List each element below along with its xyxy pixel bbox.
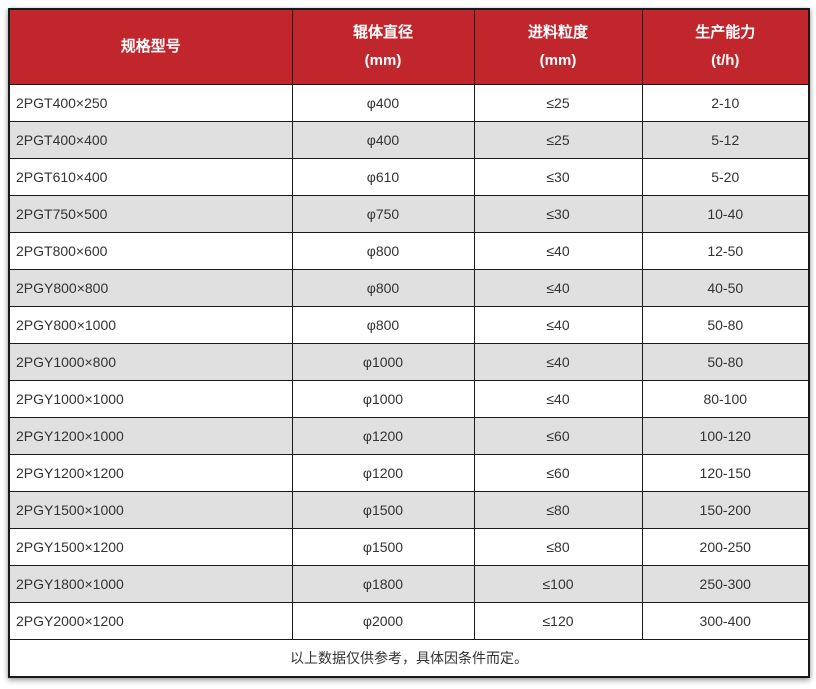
cell-roller-diameter: φ1800 bbox=[291, 565, 475, 603]
cell-roller-diameter: φ750 bbox=[291, 195, 475, 233]
cell-feed-size: ≤40 bbox=[473, 269, 643, 307]
table-row: 2PGT800×600 φ800 ≤40 12-50 bbox=[8, 232, 810, 270]
table-row: 2PGY800×800 φ800 ≤40 40-50 bbox=[8, 269, 810, 307]
table-row: 2PGY1200×1000 φ1200 ≤60 100-120 bbox=[8, 417, 810, 455]
table-row: 2PGY1200×1200 φ1200 ≤60 120-150 bbox=[8, 454, 810, 492]
spec-table: 规格型号 辊体直径 (mm) 进料粒度 (mm) 生产能力 (t/h) 2PGT… bbox=[8, 8, 810, 678]
cell-roller-diameter: φ400 bbox=[291, 84, 475, 122]
header-row: 规格型号 辊体直径 (mm) 进料粒度 (mm) 生产能力 (t/h) bbox=[8, 8, 810, 85]
table-row: 2PGY1500×1000 φ1500 ≤80 150-200 bbox=[8, 491, 810, 529]
cell-capacity: 120-150 bbox=[641, 454, 810, 492]
cell-capacity: 100-120 bbox=[641, 417, 810, 455]
cell-capacity: 40-50 bbox=[641, 269, 810, 307]
cell-feed-size: ≤80 bbox=[473, 491, 643, 529]
cell-model: 2PGY1000×800 bbox=[8, 343, 293, 381]
table-row: 2PGY1800×1000 φ1800 ≤100 250-300 bbox=[8, 565, 810, 603]
cell-model: 2PGY1800×1000 bbox=[8, 565, 293, 603]
cell-capacity: 80-100 bbox=[641, 380, 810, 418]
table-row: 2PGY1000×1000 φ1000 ≤40 80-100 bbox=[8, 380, 810, 418]
cell-capacity: 150-200 bbox=[641, 491, 810, 529]
cell-feed-size: ≤40 bbox=[473, 343, 643, 381]
cell-feed-size: ≤60 bbox=[473, 454, 643, 492]
cell-roller-diameter: φ800 bbox=[291, 232, 475, 270]
cell-feed-size: ≤40 bbox=[473, 232, 643, 270]
cell-model: 2PGY800×800 bbox=[8, 269, 293, 307]
col-header-model: 规格型号 bbox=[8, 8, 293, 85]
header-title: 规格型号 bbox=[120, 38, 181, 56]
cell-model: 2PGT750×500 bbox=[8, 195, 293, 233]
cell-feed-size: ≤30 bbox=[473, 195, 643, 233]
table-row: 2PGT400×250 φ400 ≤25 2-10 bbox=[8, 84, 810, 122]
cell-capacity: 5-12 bbox=[641, 121, 810, 159]
col-header-capacity: 生产能力 (t/h) bbox=[641, 8, 810, 85]
col-header-roller-diameter: 辊体直径 (mm) bbox=[291, 8, 475, 85]
header-title: 进料粒度 bbox=[527, 24, 588, 42]
table-row: 2PGY1000×800 φ1000 ≤40 50-80 bbox=[8, 343, 810, 381]
cell-roller-diameter: φ800 bbox=[291, 269, 475, 307]
col-header-feed-size: 进料粒度 (mm) bbox=[473, 8, 643, 85]
cell-roller-diameter: φ400 bbox=[291, 121, 475, 159]
header-unit: (t/h) bbox=[711, 52, 740, 69]
cell-feed-size: ≤25 bbox=[473, 121, 643, 159]
cell-roller-diameter: φ1000 bbox=[291, 343, 475, 381]
cell-model: 2PGT800×600 bbox=[8, 232, 293, 270]
cell-feed-size: ≤60 bbox=[473, 417, 643, 455]
table-row: 2PGT750×500 φ750 ≤30 10-40 bbox=[8, 195, 810, 233]
cell-feed-size: ≤120 bbox=[473, 602, 643, 640]
cell-capacity: 10-40 bbox=[641, 195, 810, 233]
cell-feed-size: ≤25 bbox=[473, 84, 643, 122]
cell-roller-diameter: φ800 bbox=[291, 306, 475, 344]
cell-model: 2PGY1000×1000 bbox=[8, 380, 293, 418]
footer-note: 以上数据仅供参考，具体因条件而定。 bbox=[8, 639, 810, 678]
cell-feed-size: ≤30 bbox=[473, 158, 643, 196]
cell-capacity: 2-10 bbox=[641, 84, 810, 122]
cell-model: 2PGY1200×1000 bbox=[8, 417, 293, 455]
cell-capacity: 300-400 bbox=[641, 602, 810, 640]
cell-model: 2PGT400×400 bbox=[8, 121, 293, 159]
table-row: 2PGY800×1000 φ800 ≤40 50-80 bbox=[8, 306, 810, 344]
cell-feed-size: ≤80 bbox=[473, 528, 643, 566]
cell-capacity: 12-50 bbox=[641, 232, 810, 270]
table-body: 2PGT400×250 φ400 ≤25 2-10 2PGT400×400 φ400 ≤25… bbox=[8, 84, 810, 640]
cell-roller-diameter: φ1500 bbox=[291, 491, 475, 529]
cell-model: 2PGY1500×1200 bbox=[8, 528, 293, 566]
cell-capacity: 50-80 bbox=[641, 343, 810, 381]
cell-capacity: 5-20 bbox=[641, 158, 810, 196]
header-unit: (mm) bbox=[539, 52, 577, 69]
footer-row: 以上数据仅供参考，具体因条件而定。 bbox=[8, 639, 810, 678]
cell-roller-diameter: φ1000 bbox=[291, 380, 475, 418]
table-row: 2PGY1500×1200 φ1500 ≤80 200-250 bbox=[8, 528, 810, 566]
table-row: 2PGT610×400 φ610 ≤30 5-20 bbox=[8, 158, 810, 196]
cell-model: 2PGY2000×1200 bbox=[8, 602, 293, 640]
cell-model: 2PGY800×1000 bbox=[8, 306, 293, 344]
cell-roller-diameter: φ1500 bbox=[291, 528, 475, 566]
cell-model: 2PGT400×250 bbox=[8, 84, 293, 122]
cell-capacity: 50-80 bbox=[641, 306, 810, 344]
header-title: 辊体直径 bbox=[352, 24, 413, 42]
cell-model: 2PGY1500×1000 bbox=[8, 491, 293, 529]
cell-model: 2PGY1200×1200 bbox=[8, 454, 293, 492]
cell-roller-diameter: φ610 bbox=[291, 158, 475, 196]
cell-roller-diameter: φ2000 bbox=[291, 602, 475, 640]
header-unit: (mm) bbox=[364, 52, 402, 69]
table-row: 2PGY2000×1200 φ2000 ≤120 300-400 bbox=[8, 602, 810, 640]
cell-roller-diameter: φ1200 bbox=[291, 417, 475, 455]
cell-capacity: 200-250 bbox=[641, 528, 810, 566]
cell-model: 2PGT610×400 bbox=[8, 158, 293, 196]
header-title: 生产能力 bbox=[695, 24, 756, 42]
cell-feed-size: ≤100 bbox=[473, 565, 643, 603]
cell-roller-diameter: φ1200 bbox=[291, 454, 475, 492]
cell-feed-size: ≤40 bbox=[473, 380, 643, 418]
table-footer: 以上数据仅供参考，具体因条件而定。 bbox=[8, 639, 810, 678]
table-row: 2PGT400×400 φ400 ≤25 5-12 bbox=[8, 121, 810, 159]
cell-capacity: 250-300 bbox=[641, 565, 810, 603]
cell-feed-size: ≤40 bbox=[473, 306, 643, 344]
table-header: 规格型号 辊体直径 (mm) 进料粒度 (mm) 生产能力 (t/h) bbox=[8, 8, 810, 85]
